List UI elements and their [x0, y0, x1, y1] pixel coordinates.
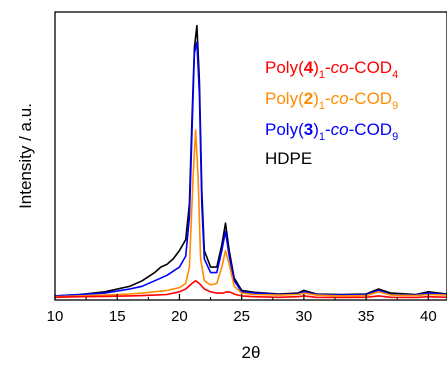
series-line-0 [54, 279, 447, 299]
legend-entry-1: Poly(2)1-co-COD9 [265, 89, 398, 112]
legend: Poly(4)1-co-COD4 Poly(2)1-co-COD9 Poly(3)1… [265, 58, 398, 168]
x-tick-label-2: 20 [171, 308, 188, 325]
x-axis: 10 15 20 25 30 35 40 [47, 294, 437, 325]
series-layer [54, 24, 447, 299]
x-tick-label-0: 10 [47, 308, 64, 325]
x-tick-label-1: 15 [109, 308, 126, 325]
plot-frame [54, 11, 447, 301]
legend-entry-3: HDPE [265, 149, 312, 168]
y-axis-title: Intensity / a.u. [16, 103, 35, 209]
x-tick-label-5: 35 [358, 308, 375, 325]
x-tick-label-6: 40 [420, 308, 437, 325]
legend-entry-0: Poly(4)1-co-COD4 [265, 58, 398, 81]
series-line-1 [54, 129, 447, 298]
x-tick-label-4: 30 [296, 308, 313, 325]
x-tick-label-3: 25 [233, 308, 250, 325]
x-axis-title: 2θ [242, 343, 261, 362]
series-line-2 [54, 41, 447, 297]
legend-entry-2: Poly(3)1-co-COD9 [265, 120, 398, 143]
